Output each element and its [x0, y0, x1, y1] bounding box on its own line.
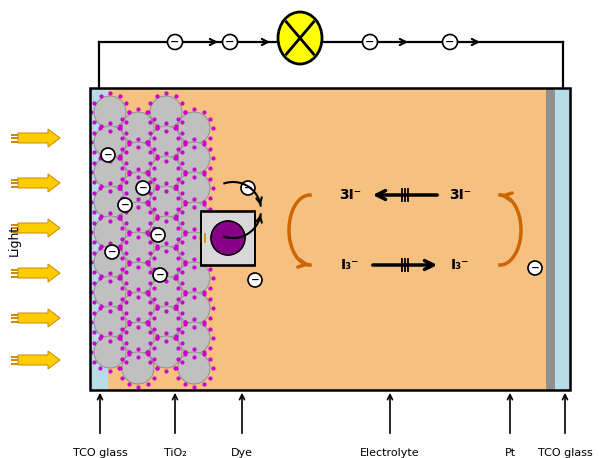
Circle shape — [150, 186, 182, 218]
Bar — [546, 88, 555, 390]
Circle shape — [101, 148, 115, 162]
Circle shape — [122, 142, 154, 174]
Bar — [201, 212, 255, 266]
Circle shape — [178, 202, 210, 234]
Circle shape — [151, 228, 165, 242]
Text: 3I⁻: 3I⁻ — [339, 188, 361, 202]
FancyArrow shape — [18, 351, 60, 369]
Text: TCO glass: TCO glass — [73, 448, 127, 458]
Circle shape — [167, 34, 182, 49]
Text: −: − — [104, 150, 112, 160]
Circle shape — [178, 112, 210, 144]
Text: Dye: Dye — [231, 448, 253, 458]
Circle shape — [178, 292, 210, 324]
Circle shape — [94, 276, 126, 308]
Circle shape — [122, 202, 154, 234]
Text: I₃⁻: I₃⁻ — [451, 258, 469, 272]
Circle shape — [94, 246, 126, 278]
Circle shape — [94, 306, 126, 338]
Circle shape — [150, 216, 182, 248]
Circle shape — [211, 221, 245, 255]
Text: Light: Light — [8, 224, 21, 256]
Circle shape — [443, 34, 458, 49]
Text: TCO glass: TCO glass — [538, 448, 592, 458]
Circle shape — [178, 262, 210, 294]
Circle shape — [178, 232, 210, 264]
Circle shape — [150, 96, 182, 128]
Bar — [90, 88, 570, 390]
Circle shape — [178, 172, 210, 204]
Text: −: − — [154, 230, 163, 240]
Circle shape — [94, 156, 126, 188]
Ellipse shape — [278, 12, 322, 64]
FancyArrow shape — [18, 219, 60, 237]
Circle shape — [528, 261, 542, 275]
Circle shape — [150, 336, 182, 368]
Circle shape — [122, 262, 154, 294]
Circle shape — [122, 172, 154, 204]
Text: −: − — [226, 37, 235, 47]
FancyArrow shape — [200, 233, 216, 243]
Text: −: − — [244, 183, 253, 193]
Circle shape — [122, 352, 154, 384]
Circle shape — [150, 156, 182, 188]
Text: TiO₂: TiO₂ — [164, 448, 187, 458]
FancyArrow shape — [18, 174, 60, 192]
Text: −: − — [170, 37, 179, 47]
Bar — [90, 88, 570, 390]
FancyArrow shape — [18, 264, 60, 282]
Circle shape — [94, 96, 126, 128]
Circle shape — [94, 186, 126, 218]
Circle shape — [178, 322, 210, 354]
Circle shape — [248, 273, 262, 287]
Circle shape — [94, 216, 126, 248]
Text: Electrolyte: Electrolyte — [360, 448, 420, 458]
Text: −: − — [530, 263, 539, 273]
Text: Pt: Pt — [505, 448, 515, 458]
Bar — [554, 88, 572, 390]
Circle shape — [241, 181, 255, 195]
Circle shape — [150, 276, 182, 308]
Circle shape — [150, 246, 182, 278]
Text: I₃⁻: I₃⁻ — [341, 258, 359, 272]
Text: −: − — [445, 37, 455, 47]
Circle shape — [122, 112, 154, 144]
Circle shape — [105, 245, 119, 259]
Circle shape — [122, 232, 154, 264]
FancyArrow shape — [18, 129, 60, 147]
Bar — [90, 88, 108, 390]
Text: −: − — [139, 183, 148, 193]
Circle shape — [153, 268, 167, 282]
Circle shape — [178, 352, 210, 384]
Circle shape — [150, 306, 182, 338]
Circle shape — [118, 198, 132, 212]
Text: −: − — [155, 270, 164, 280]
FancyArrow shape — [18, 309, 60, 327]
Circle shape — [136, 181, 150, 195]
Circle shape — [94, 336, 126, 368]
Text: −: − — [251, 275, 259, 285]
Circle shape — [122, 292, 154, 324]
Circle shape — [122, 322, 154, 354]
Circle shape — [178, 142, 210, 174]
Text: −: − — [121, 200, 130, 210]
Circle shape — [211, 221, 245, 255]
Circle shape — [223, 34, 238, 49]
Text: −: − — [365, 37, 374, 47]
Circle shape — [362, 34, 377, 49]
Text: −: − — [107, 247, 116, 257]
Text: 3I⁻: 3I⁻ — [449, 188, 471, 202]
Bar — [201, 211, 255, 265]
Circle shape — [94, 126, 126, 158]
Circle shape — [150, 126, 182, 158]
